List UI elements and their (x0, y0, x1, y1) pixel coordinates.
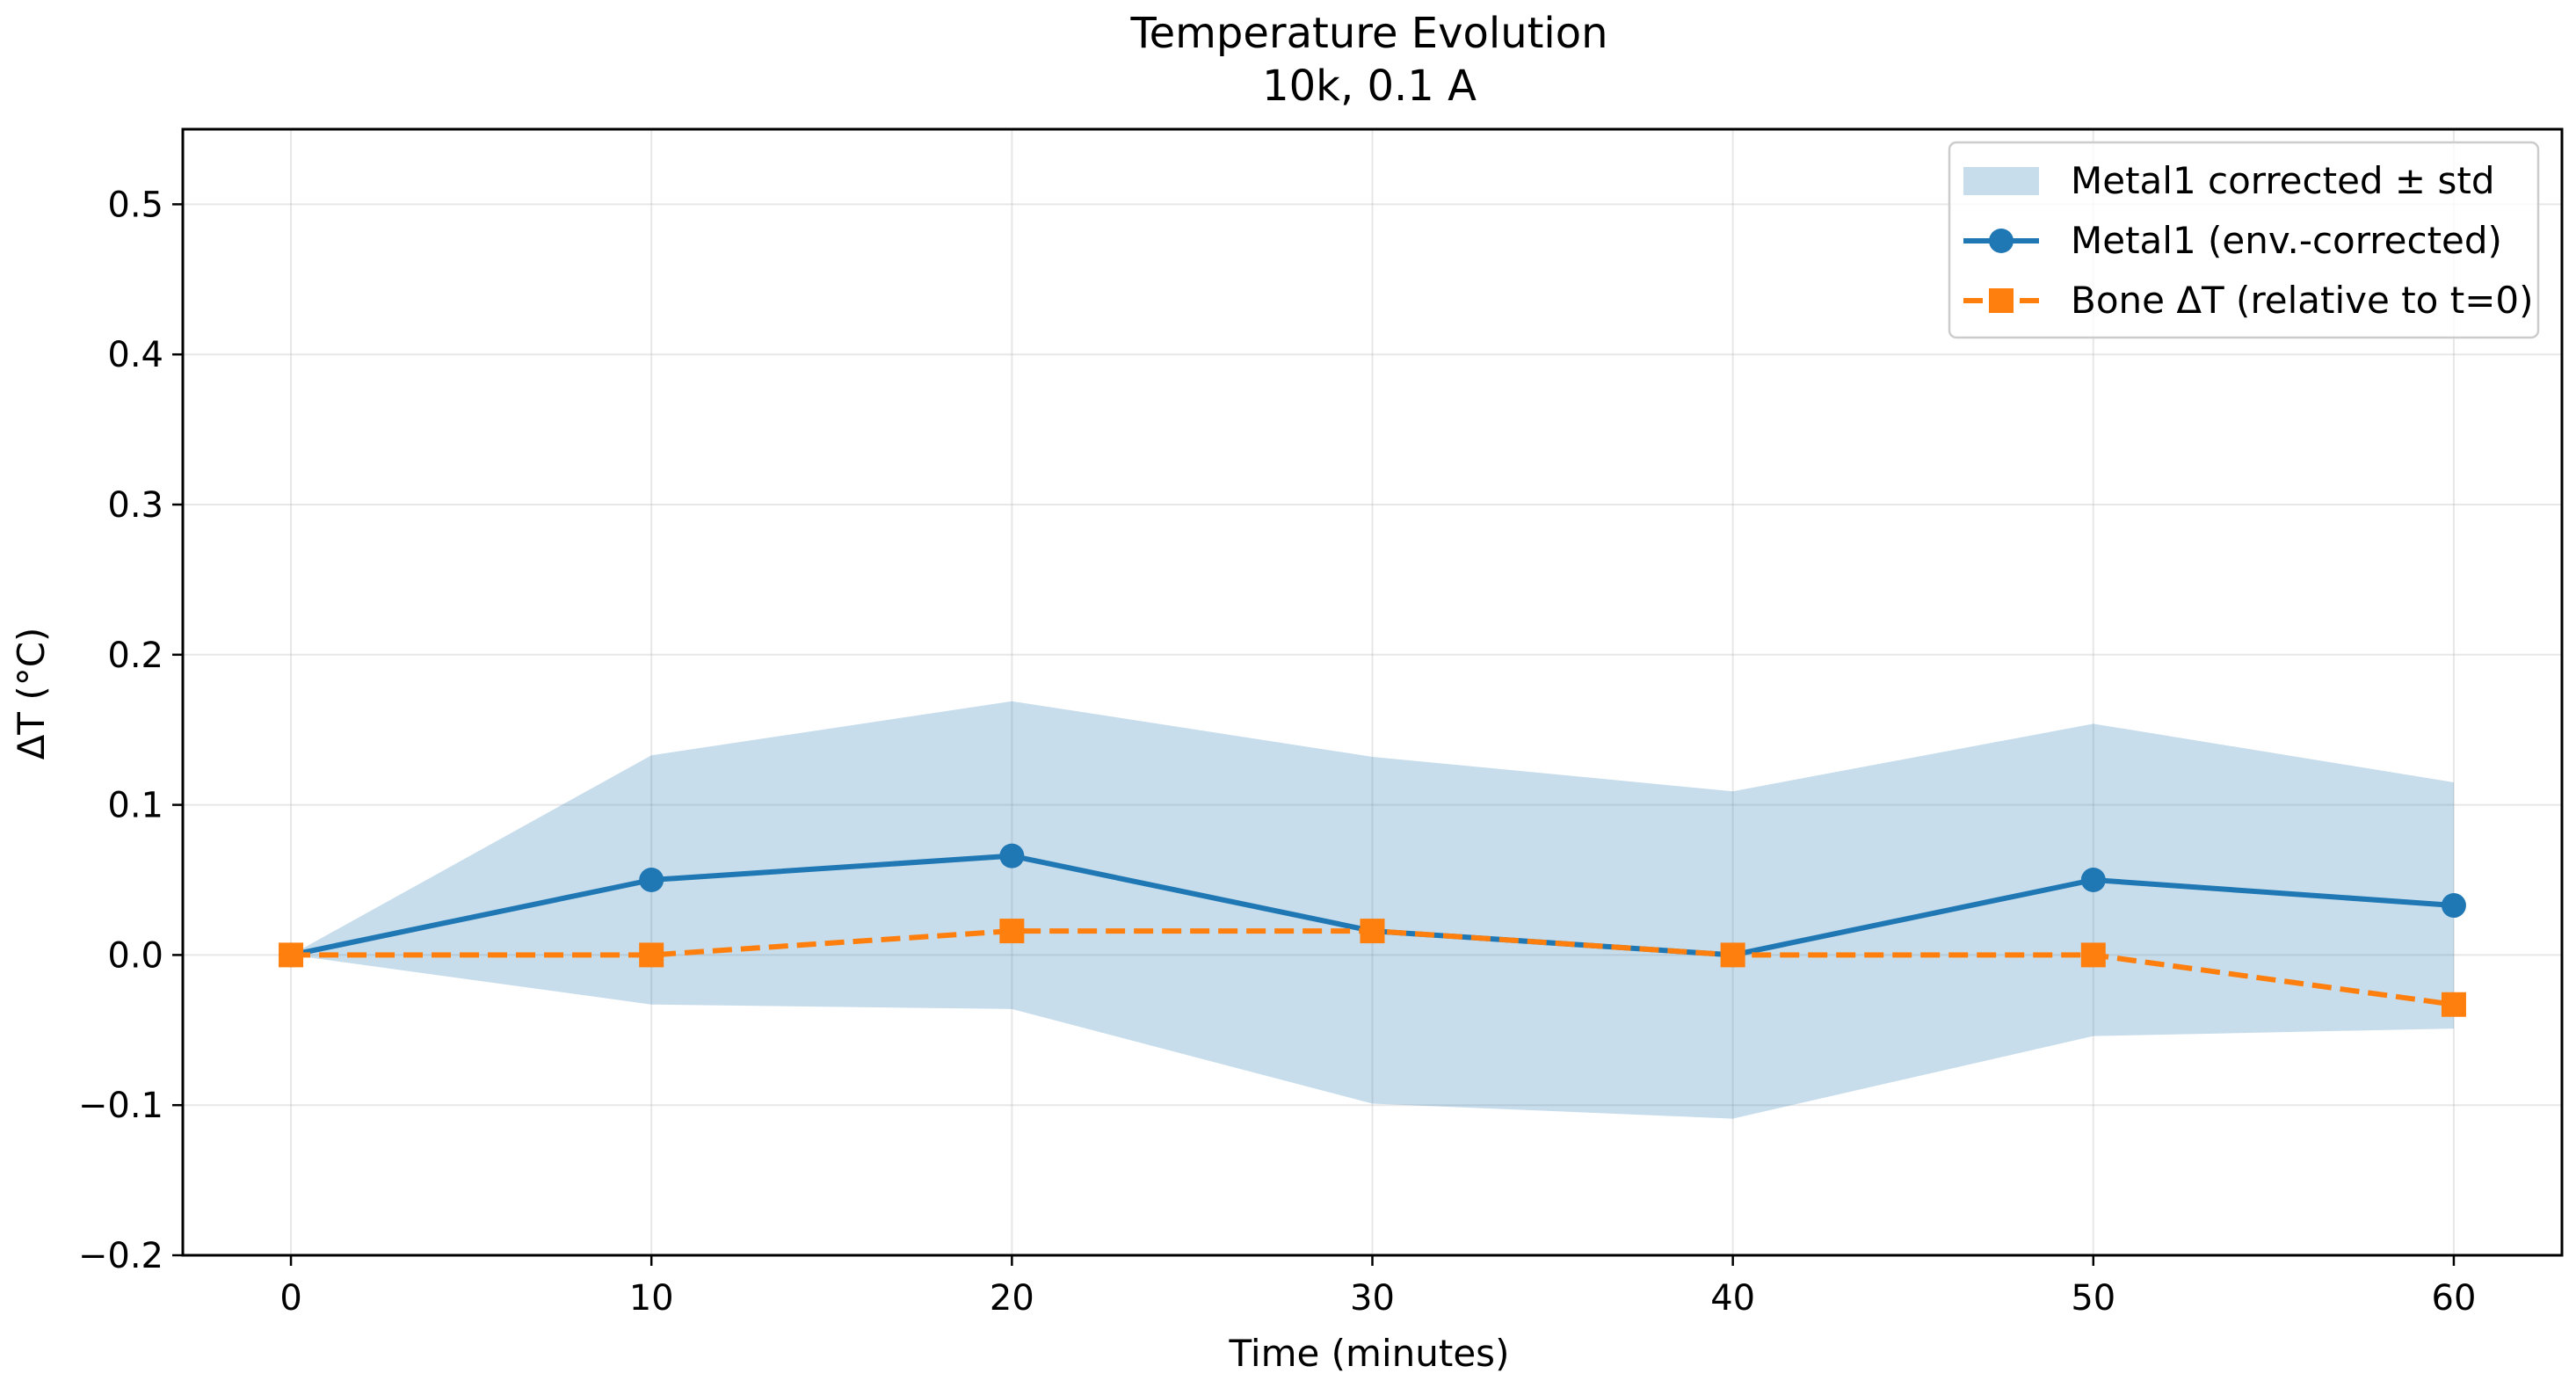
x-tick-label: 40 (1710, 1278, 1755, 1319)
y-tick-label: 0.3 (107, 485, 163, 526)
x-tick-label: 20 (990, 1278, 1034, 1319)
x-tick-label: 0 (279, 1278, 301, 1319)
legend-frame (1948, 141, 2540, 339)
series-layer (279, 843, 2466, 1017)
bone-data-point (2441, 992, 2466, 1017)
x-axis-ticks: 0 10 20 30 40 50 60 (279, 1255, 2476, 1319)
std-band (291, 701, 2454, 1119)
y-tick-label: 0.5 (107, 185, 163, 225)
y-tick-label: 0.0 (107, 935, 163, 976)
y-tick-label: −0.2 (78, 1236, 163, 1276)
legend: Metal1 corrected ± std Metal1 (env.-corr… (1948, 141, 2540, 339)
std-band-layer (291, 701, 2454, 1119)
bone-data-point (639, 942, 664, 968)
bone-data-point (1360, 919, 1385, 944)
legend-label-bone: Bone ΔT (relative to t=0) (2071, 279, 2534, 322)
y-tick-label: −0.1 (78, 1086, 163, 1126)
bone-data-point (279, 942, 304, 968)
metal1-data-point (639, 868, 664, 892)
legend-label-band: Metal1 corrected ± std (2071, 159, 2495, 202)
y-axis-label: ΔT (°C) (10, 628, 53, 760)
metal1-data-point (2080, 868, 2106, 892)
x-tick-label: 60 (2432, 1278, 2477, 1319)
x-axis-label: Time (minutes) (1229, 1332, 1510, 1375)
metal1-data-point (999, 843, 1025, 868)
bone-data-point (1720, 942, 1745, 968)
legend-marker-metal1 (1989, 229, 2014, 253)
y-tick-label: 0.2 (107, 636, 163, 676)
x-tick-label: 30 (1350, 1278, 1395, 1319)
y-tick-label: 0.4 (107, 335, 163, 375)
bone-data-point (999, 919, 1025, 944)
x-tick-label: 50 (2071, 1278, 2115, 1319)
metal1-data-point (2441, 893, 2466, 919)
chart-title: Temperature Evolution (1129, 9, 1607, 58)
x-tick-label: 10 (629, 1278, 674, 1319)
y-axis-ticks: −0.2 −0.1 0.0 0.1 0.2 0.3 0.4 0.5 (78, 185, 183, 1276)
bone-data-point (2080, 942, 2106, 968)
chart-subtitle: 10k, 0.1 A (1262, 62, 1477, 111)
legend-label-metal1: Metal1 (env.-corrected) (2071, 219, 2502, 262)
legend-marker-bone (1989, 288, 2014, 313)
legend-band-swatch (1963, 167, 2039, 195)
y-tick-label: 0.1 (107, 786, 163, 826)
